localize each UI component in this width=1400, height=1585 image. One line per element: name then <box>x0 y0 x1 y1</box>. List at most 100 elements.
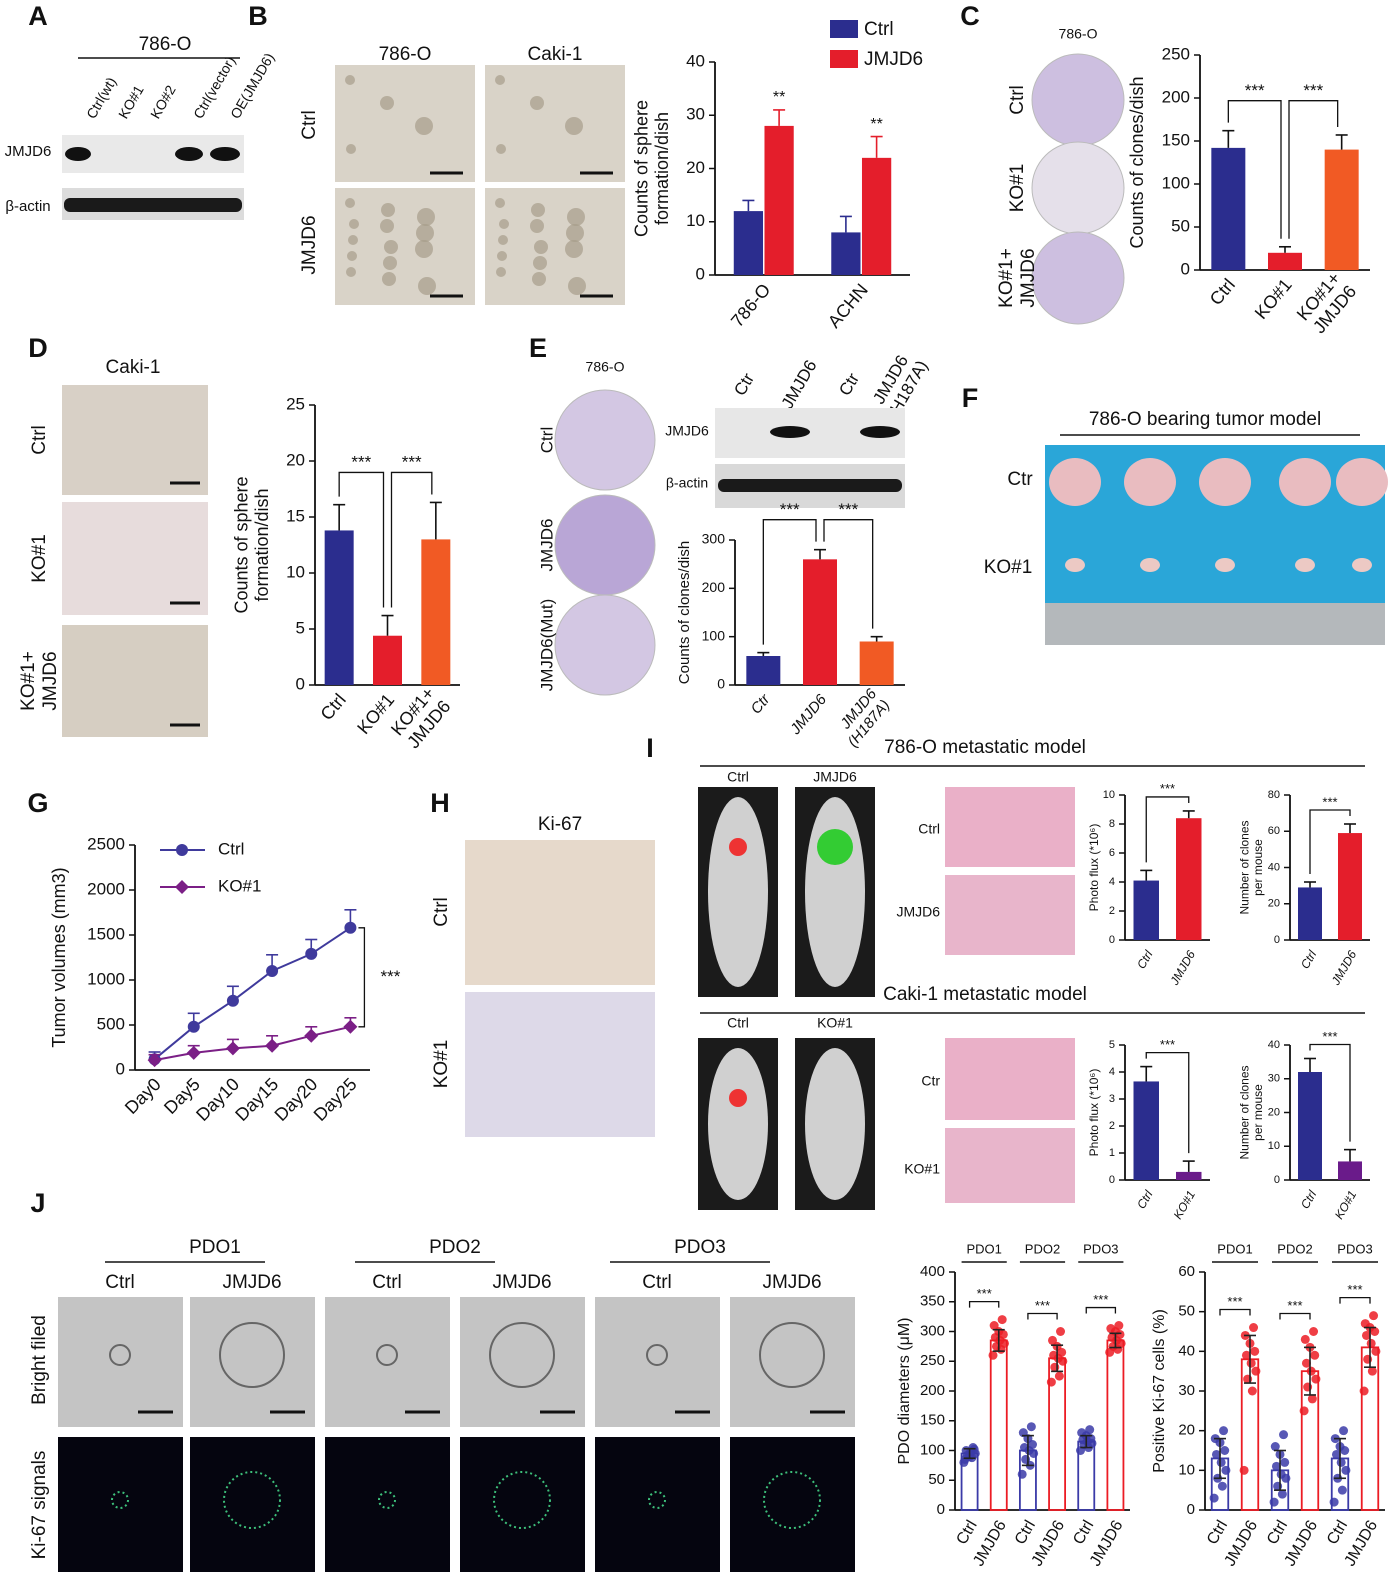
panel-letter: I <box>646 733 654 763</box>
sphere <box>530 96 544 110</box>
bar <box>803 559 837 685</box>
signal <box>729 1089 747 1107</box>
legend-label: Ctrl <box>864 19 894 40</box>
label: JMJD6 <box>299 215 320 274</box>
label: JMJD6 <box>5 143 52 160</box>
y-tick-label: 150 <box>1162 130 1190 149</box>
point <box>1311 1374 1321 1384</box>
legend-label: KO#1 <box>218 876 261 895</box>
panel-letter: D <box>28 333 48 363</box>
label: KO#1 <box>431 1040 452 1089</box>
x-tick-label: Ctrl <box>954 1518 981 1548</box>
y-axis-label: formation/dish <box>652 112 672 225</box>
sig-bracket <box>358 927 366 1028</box>
label: JMJD6 <box>492 1272 551 1293</box>
group-label: PDO1 <box>1217 1241 1252 1256</box>
sphere <box>349 219 359 229</box>
mouse <box>708 797 768 987</box>
y-tick-label: 0 <box>1181 259 1190 278</box>
sphere <box>345 198 355 208</box>
band <box>718 479 902 492</box>
bar <box>746 656 781 685</box>
y-tick-label: 300 <box>702 531 726 547</box>
sig-bracket <box>1085 1306 1117 1314</box>
sig-label: *** <box>1245 81 1265 100</box>
legend-marker <box>176 844 188 856</box>
point <box>1359 1386 1369 1396</box>
y-axis-label: Counts of clones/dish <box>1127 76 1147 248</box>
panel-letter: A <box>28 1 48 31</box>
y-tick-label: 10 <box>686 211 705 230</box>
label: Caki-1 metastatic model <box>883 984 1087 1005</box>
y-tick-label: 200 <box>920 1382 945 1399</box>
histology <box>945 1128 1075 1203</box>
point <box>1085 1425 1095 1435</box>
point <box>1371 1346 1381 1356</box>
y-tick-label: 40 <box>1268 1039 1280 1051</box>
y-tick-label: 2500 <box>87 834 125 853</box>
fluorescence <box>190 1437 315 1572</box>
x-tick-label: Ctrl <box>1134 1188 1156 1211</box>
sig-label: *** <box>351 453 371 472</box>
point <box>1050 1362 1060 1372</box>
label: Ctr <box>730 370 758 399</box>
fluorescence <box>58 1437 183 1572</box>
x-tick-label: JMJD6 <box>1167 948 1198 988</box>
point <box>1209 1493 1219 1503</box>
y-axis-label: per mouse <box>1251 839 1265 896</box>
label: Caki-1 <box>106 357 161 378</box>
label: Ctrl <box>431 897 452 927</box>
ki67-ring <box>111 1491 129 1509</box>
y-tick-label: 20 <box>686 158 705 177</box>
band <box>210 147 240 161</box>
y-axis-label: Photo flux (*10⁶) <box>1087 1069 1101 1157</box>
label: KO#1 <box>1007 164 1028 213</box>
label: β-actin <box>5 198 50 215</box>
x-tick-label: KO#1 <box>1171 1188 1198 1222</box>
point <box>1216 1457 1226 1467</box>
label: Caki-1 <box>528 44 583 65</box>
label: Ctr <box>921 1073 940 1089</box>
bright-field <box>58 1297 183 1427</box>
marker <box>226 994 239 1007</box>
bar <box>733 211 764 275</box>
organoid <box>109 1344 131 1366</box>
label: 786-O <box>586 359 625 375</box>
sphere <box>534 240 548 254</box>
image <box>62 385 208 495</box>
sig-bracket <box>390 471 433 608</box>
point <box>1019 1443 1029 1453</box>
y-tick-label: 3 <box>1109 1093 1115 1105</box>
point <box>1056 1327 1066 1336</box>
label: JMJD6(Mut) <box>537 599 556 692</box>
y-tick-label: 100 <box>1162 173 1190 192</box>
marker <box>186 1045 201 1060</box>
bright-field <box>190 1297 315 1427</box>
y-tick-label: 60 <box>1268 825 1280 837</box>
point <box>1336 1457 1346 1467</box>
histology <box>945 875 1075 955</box>
sphere <box>565 240 583 258</box>
tumor <box>1215 558 1235 572</box>
sphere <box>346 144 356 154</box>
y-tick-label: 30 <box>1268 1073 1280 1085</box>
x-tick-label: KO#1 <box>1251 275 1296 323</box>
sphere <box>568 277 586 295</box>
point <box>997 1315 1007 1325</box>
sig-label: *** <box>1160 1037 1175 1052</box>
label: JMJD6 <box>222 1272 281 1293</box>
x-tick-label: ACHN <box>824 280 872 332</box>
marker <box>225 1041 240 1056</box>
bar <box>1338 1161 1362 1180</box>
point <box>1366 1338 1376 1348</box>
point <box>1300 1334 1310 1344</box>
x-tick-label: Ctrl <box>1012 1518 1039 1548</box>
panel-letter: B <box>248 1 268 31</box>
image <box>465 840 655 985</box>
ki67-ring <box>763 1471 821 1529</box>
mouse <box>708 1048 768 1200</box>
y-tick-label: 0 <box>1187 1501 1195 1518</box>
bar <box>1133 1081 1159 1180</box>
y-tick-label: 0 <box>717 676 725 692</box>
band <box>770 426 810 438</box>
